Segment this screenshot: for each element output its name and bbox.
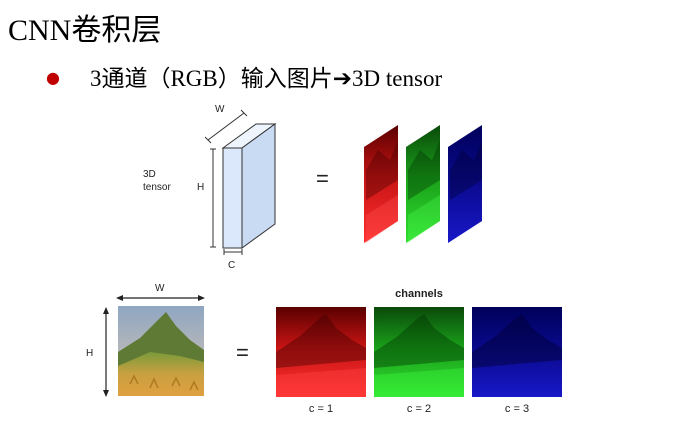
tensor-w-label: W <box>215 104 225 115</box>
tensor-c-label: C <box>228 260 235 271</box>
bullet-item: ● 3通道（RGB）输入图片➔3D tensor <box>46 64 442 93</box>
tensor-label-line1: 3D <box>143 169 156 180</box>
bullet-arrow-icon: ➔ <box>332 66 353 91</box>
tensor-label-line2: tensor <box>143 182 171 193</box>
bottom-equals-sign: = <box>236 340 249 365</box>
channels-title: channels <box>395 288 443 300</box>
tensor-w-dimension: W <box>204 104 248 144</box>
bullet-suffix: 3D tensor <box>352 66 443 91</box>
tensor-h-label: H <box>197 182 204 193</box>
image-w-label: W <box>155 283 165 294</box>
channel-label-3: c = 3 <box>505 403 529 415</box>
tensor-box <box>221 123 277 249</box>
bullet-dot-icon: ● <box>46 68 60 87</box>
slide-title: CNN卷积层 <box>8 14 162 47</box>
top-red-channel-plane <box>364 125 398 243</box>
red-channel-image <box>276 307 366 397</box>
green-channel-image <box>374 307 464 397</box>
top-equals-sign: = <box>316 166 329 191</box>
image-w-dimension: W <box>116 283 205 301</box>
tensor-h-dimension: H <box>197 148 216 248</box>
image-h-dimension: H <box>86 307 109 397</box>
top-green-channel-plane <box>406 125 440 243</box>
channel-label-2: c = 2 <box>407 403 431 415</box>
channel-label-1: c = 1 <box>309 403 333 415</box>
image-h-label: H <box>86 348 93 359</box>
tensor-c-dimension: C <box>223 249 243 271</box>
landscape-image <box>118 306 204 396</box>
bullet-text: 3通道（RGB）输入图片 <box>89 66 333 91</box>
top-blue-channel-plane <box>448 125 482 243</box>
blue-channel-image <box>472 307 562 397</box>
